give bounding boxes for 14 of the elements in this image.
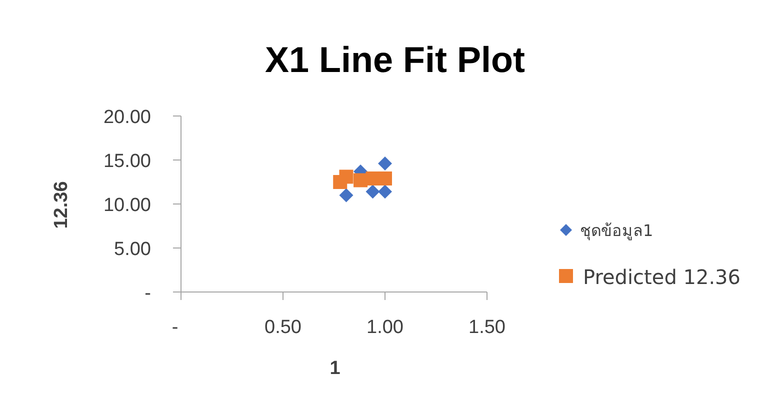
x-tick-label: 1.00 — [366, 317, 404, 338]
y-axis-title: 12.36 — [51, 181, 72, 229]
y-tick-label: 5.00 — [114, 239, 151, 260]
x-tick-label: - — [172, 317, 178, 338]
x-tick-label: 1.50 — [468, 317, 506, 338]
legend-label: Predicted 12.36 — [583, 265, 740, 289]
x-tick-label: 0.50 — [264, 317, 302, 338]
chart-title: X1 Line Fit Plot — [264, 39, 526, 80]
legend-label: ชุดข้อมูล1 — [580, 221, 654, 241]
y-tick-label: - — [144, 283, 151, 304]
y-tick-label: 10.00 — [103, 195, 151, 216]
y-tick-label: 20.00 — [103, 107, 151, 128]
x-axis-title: 1 — [330, 358, 341, 379]
y-tick-label: 15.00 — [103, 151, 151, 172]
